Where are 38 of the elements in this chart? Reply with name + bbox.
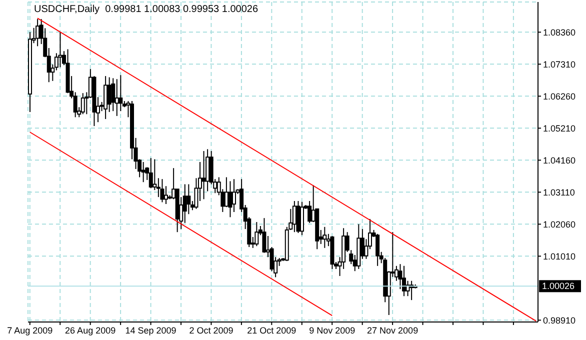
candlestick [164,186,168,205]
y-tick-label: 1.01010 [543,251,576,262]
x-tick-label: 9 Nov 2009 [309,325,356,336]
candlestick [36,18,40,47]
candlestick [118,74,123,112]
y-tick-label: 1.07310 [543,59,576,70]
x-tick-label: 27 Nov 2009 [367,325,418,336]
candlestick [141,162,146,183]
x-tick-label: 21 Oct 2009 [247,325,296,336]
ref-line-label: 1.00026 [542,281,575,292]
y-tick-label: 0.98910 [543,315,576,326]
candlestick [228,180,232,218]
y-tick-label: 1.02060 [543,219,576,230]
y-tick-label: 1.03110 [543,187,575,198]
candlestick [262,218,266,254]
candlestick [107,76,112,113]
candlestick [104,76,108,120]
y-tick-label: 1.04160 [543,155,576,166]
candlestick [148,158,153,189]
candlestick [232,178,236,212]
y-tick-label: 1.05210 [543,123,576,134]
candlestick [202,150,206,200]
x-tick-label: 2 Oct 2009 [189,325,234,336]
candlestick [160,178,164,203]
x-tick-label: 7 Aug 2009 [7,325,53,336]
chart-title: USDCHF,Daily 0.99981 1.00083 0.99953 1.00026 [34,4,258,15]
candlestick [58,32,62,68]
candlestick [322,226,327,248]
candlestick [186,184,191,215]
candlestick [80,92,85,115]
x-tick-label: 14 Sep 2009 [125,325,176,336]
y-tick-label: 1.06260 [543,91,576,102]
x-tick-label: 26 Aug 2009 [65,325,116,336]
candlestick [111,78,116,112]
candlestick [254,222,259,247]
candlestick [376,233,380,266]
y-tick-label: 1.08360 [543,27,576,38]
candlestick [402,265,406,297]
